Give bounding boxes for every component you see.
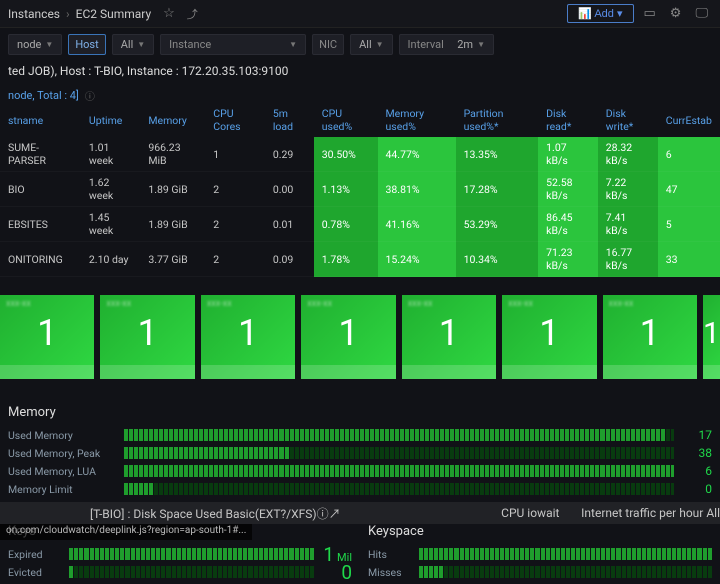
breadcrumb-current[interactable]: EC2 Summary (76, 7, 152, 21)
col-0[interactable]: stname (0, 107, 81, 137)
add-button[interactable]: 📊 Add ▾ (567, 4, 633, 23)
col-1[interactable]: Uptime (81, 107, 140, 137)
memory-bar-row: Used Memory17 (0, 426, 720, 444)
table-row[interactable]: ONITORING2.10 day3.77 GiB20.091.78%15.24… (0, 242, 720, 277)
col-9[interactable]: Disk write* (598, 107, 658, 137)
nic-all-dropdown[interactable]: All ▼ (350, 34, 392, 55)
stat-card[interactable]: xxx-xx1 (201, 295, 295, 379)
card-row: xxx-xx1xxx-xx1xxx-xx1xxx-xx1xxx-xx1xxx-x… (0, 277, 720, 379)
top-bar: Instances › EC2 Summary ☆ ⤴ 📊 Add ▾ ▭ ⚙ … (0, 0, 720, 28)
keys-bar-row: Expired1 Mil (0, 545, 360, 563)
status-bar: on.com/cloudwatch/deeplink.js?region=ap-… (0, 524, 252, 540)
bottom-panel-bar: [T-BIO] : Disk Space Used Basic(EXT?/XFS… (0, 502, 720, 524)
col-7[interactable]: Partition used%* (456, 107, 539, 137)
info-icon[interactable]: ⓘ (85, 88, 95, 103)
col-5[interactable]: CPU used% (314, 107, 378, 137)
table-row[interactable]: BIO1.62 week1.89 GiB20.001.13%38.81%17.2… (0, 172, 720, 207)
table-row[interactable]: SUME-PARSER1.01 week966.23 MiB10.2930.50… (0, 137, 720, 172)
col-2[interactable]: Memory (140, 107, 205, 137)
memory-bar-row: Used Memory, Peak38 (0, 444, 720, 462)
host-label: Host (68, 34, 105, 55)
memory-bar-row: Memory Limit0 (0, 480, 720, 498)
keyspace-bar-row: Hits (360, 545, 720, 563)
node-section-title: node, Total : 4] ⓘ (0, 82, 720, 107)
stat-card[interactable]: xxx-xx1 (0, 295, 94, 379)
stat-card[interactable]: xxx-xx1 (100, 295, 194, 379)
external-link-icon[interactable]: ↗ (329, 507, 341, 521)
stat-card[interactable]: xxx-xx1 (402, 295, 496, 379)
star-icon[interactable]: ☆ (163, 6, 175, 21)
col-10[interactable]: CurrEstab (658, 107, 720, 137)
interval-dropdown[interactable]: Interval 2m ▼ (399, 34, 494, 55)
breadcrumb: Instances › EC2 Summary ☆ ⤴ (8, 6, 198, 22)
dashboard-settings-icon[interactable]: ▭ (640, 6, 660, 21)
nic-label: NIC (312, 34, 344, 55)
stat-card[interactable]: xxx-xx1 (603, 295, 697, 379)
monitor-icon[interactable]: 🖵 (691, 6, 712, 21)
internet-traffic-tab[interactable]: Internet traffic per hour All (581, 506, 720, 520)
memory-panel-title: Memory (0, 379, 720, 426)
col-4[interactable]: 5m load (265, 107, 314, 137)
gear-icon[interactable]: ⚙ (666, 6, 686, 21)
col-8[interactable]: Disk read* (538, 107, 598, 137)
memory-bar-row: Used Memory, LUA6 (0, 462, 720, 480)
link-icon[interactable]: ⓘ (317, 507, 329, 521)
node-table: stnameUptimeMemoryCPU Cores5m loadCPU us… (0, 107, 720, 277)
keys-bar-row: Evicted0 (0, 563, 360, 581)
stat-card[interactable]: xxx-xx1 (301, 295, 395, 379)
node-dropdown[interactable]: node ▼ (8, 34, 62, 55)
stat-card[interactable]: xxx-xx1 (502, 295, 596, 379)
host-all-dropdown[interactable]: All ▼ (112, 34, 154, 55)
table-row[interactable]: EBSITES1.45 week1.89 GiB20.010.78%41.16%… (0, 207, 720, 242)
disk-space-tab[interactable]: [T-BIO] : Disk Space Used Basic(EXT?/XFS… (90, 505, 501, 522)
breadcrumb-parent[interactable]: Instances (8, 7, 60, 21)
col-3[interactable]: CPU Cores (205, 107, 265, 137)
share-icon[interactable]: ⤴ (187, 6, 198, 22)
filter-bar: node ▼ Host All ▼ Instance ▼ NIC All ▼ I… (0, 28, 720, 60)
instance-dropdown[interactable]: Instance ▼ (160, 34, 306, 55)
cpu-iowait-tab[interactable]: CPU iowait (501, 506, 581, 520)
context-path: ted JOB), Host : T-BIO, Instance : 172.2… (0, 60, 720, 82)
col-6[interactable]: Memory used% (378, 107, 456, 137)
keyspace-bar-row: Misses (360, 563, 720, 581)
